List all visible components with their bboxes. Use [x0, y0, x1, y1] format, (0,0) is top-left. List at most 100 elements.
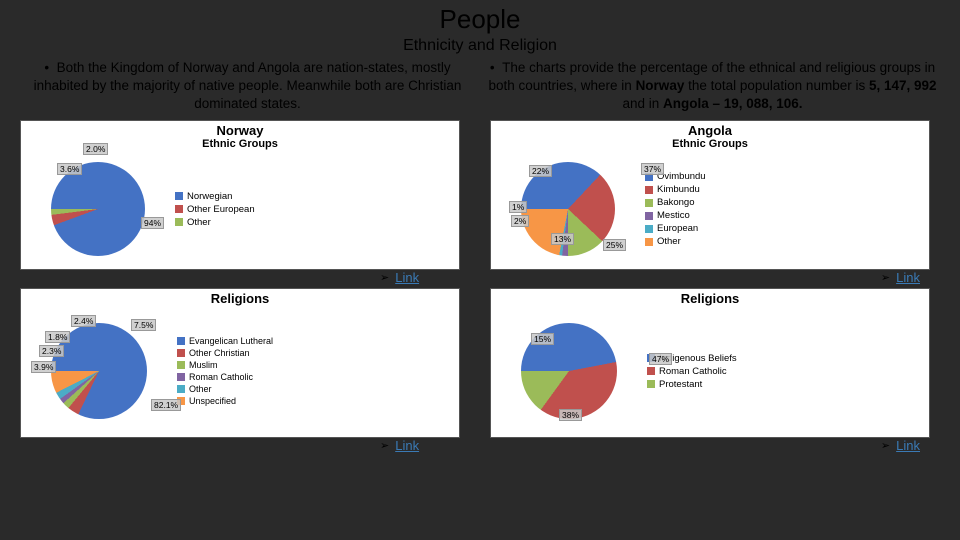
chart-body: Indigenous Beliefs Roman Catholic Protesta…: [491, 306, 929, 437]
arrow-icon: ➢: [881, 271, 890, 284]
legend-item: Protestant: [647, 379, 929, 390]
legend-label: Mestico: [657, 210, 690, 221]
legend-item: Roman Catholic: [647, 366, 929, 377]
chart-norway-ethnic: NorwayEthnic GroupsNorwegianOther Europe…: [20, 120, 460, 270]
legend-label: Other: [657, 236, 681, 247]
legend-label: Evangelican Lutheral: [189, 336, 273, 346]
data-label: 7.5%: [131, 319, 156, 331]
legend-label: Other: [187, 217, 211, 228]
legend-item: Other Christian: [177, 348, 459, 358]
chart-title: Angola: [491, 121, 929, 138]
bullets-row: • Both the Kingdom of Norway and Angola …: [0, 55, 960, 120]
legend-swatch-icon: [177, 349, 185, 357]
data-label: 25%: [603, 239, 626, 251]
legend-label: Norwegian: [187, 191, 232, 202]
legend-item: Other: [645, 236, 929, 247]
page-subtitle: Ethnicity and Religion: [0, 37, 960, 55]
bullet-right-bold-2: 5, 147, 992: [869, 78, 937, 93]
legend-swatch-icon: [177, 337, 185, 345]
legend-swatch-icon: [645, 238, 653, 246]
data-label: 2.4%: [71, 315, 96, 327]
data-label: 15%: [531, 333, 554, 345]
chart-angola-religion: Religions Indigenous Beliefs Roman Catholi…: [490, 288, 930, 438]
legend-item: Norwegian: [175, 191, 459, 202]
legend-label: Other Christian: [189, 348, 250, 358]
bullet-right: • The charts provide the percentage of t…: [485, 59, 940, 114]
legend-swatch-icon: [645, 199, 653, 207]
legend-item: Mestico: [645, 210, 929, 221]
legend-item: Muslim: [177, 360, 459, 370]
legend-item: Bakongo: [645, 197, 929, 208]
bullet-right-text-2: the total population number is: [684, 78, 869, 93]
bullet-right-text-3: and in: [622, 96, 663, 111]
legend-swatch-icon: [645, 225, 653, 233]
legend-item: European: [645, 223, 929, 234]
pie-wrap: [51, 162, 145, 256]
legend-label: Kimbundu: [657, 184, 700, 195]
bullet-right-bold-1: Norway: [636, 78, 685, 93]
legend: Norwegian Other European Other: [145, 189, 459, 230]
legend-label: Ovimbundu: [657, 171, 706, 182]
data-label: 3.6%: [57, 163, 82, 175]
link-2[interactable]: Link: [896, 270, 920, 285]
legend-item: Kimbundu: [645, 184, 929, 195]
link-3[interactable]: Link: [395, 438, 419, 453]
bullet-right-bold-3: Angola – 19, 088, 106.: [663, 96, 803, 111]
page-title: People: [0, 0, 960, 35]
arrow-icon: ➢: [380, 439, 389, 452]
legend-swatch-icon: [645, 212, 653, 220]
bullet-left-text: Both the Kingdom of Norway and Angola ar…: [34, 60, 462, 111]
data-label: 2.3%: [39, 345, 64, 357]
pie-chart: [51, 162, 145, 256]
legend-swatch-icon: [647, 380, 655, 388]
data-label: 94%: [141, 217, 164, 229]
legend-label: Bakongo: [657, 197, 695, 208]
legend-label: Protestant: [659, 379, 702, 390]
legend-label: Roman Catholic: [189, 372, 253, 382]
legend-swatch-icon: [177, 385, 185, 393]
legend-swatch-icon: [647, 367, 655, 375]
charts-grid: Norway Ethnic Groups Norwegian Other Europe…: [0, 120, 960, 456]
legend-label: Other European: [187, 204, 255, 215]
legend-swatch-icon: [175, 218, 183, 226]
chart-angola-ethnic: AngolaEthnic Groups Ovimbundu Kimbundu Bako…: [490, 120, 930, 270]
link-row-2-right: ➢ Link: [490, 438, 930, 453]
chart-title: Religions: [21, 289, 459, 306]
data-label: 13%: [551, 233, 574, 245]
legend-label: Muslim: [189, 360, 218, 370]
legend-label: Roman Catholic: [659, 366, 727, 377]
chart-title: Religions: [491, 289, 929, 306]
link-1[interactable]: Link: [395, 270, 419, 285]
chart-norway-religion: Religions Evangelican Lutheral Other Chris…: [20, 288, 460, 438]
legend-swatch-icon: [645, 186, 653, 194]
legend-item: Unspecified: [177, 396, 459, 406]
legend-item: Indigenous Beliefs: [647, 353, 929, 364]
data-label: 37%: [641, 163, 664, 175]
data-label: 2%: [511, 215, 529, 227]
data-label: 3.9%: [31, 361, 56, 373]
data-label: 38%: [559, 409, 582, 421]
chart-body: Ovimbundu Kimbundu Bakongo Mestico European O…: [491, 150, 929, 269]
chart-title: Norway: [21, 121, 459, 138]
legend-item: Roman Catholic: [177, 372, 459, 382]
data-label: 1%: [509, 201, 527, 213]
arrow-icon: ➢: [881, 439, 890, 452]
bullet-dot-icon: •: [44, 60, 56, 75]
link-row-2-left: ➢ Link: [20, 438, 460, 453]
legend-label: Other: [189, 384, 212, 394]
legend-item: Evangelican Lutheral: [177, 336, 459, 346]
legend-label: European: [657, 223, 698, 234]
data-label: 47%: [649, 353, 672, 365]
data-label: 1.8%: [45, 331, 70, 343]
arrow-icon: ➢: [380, 271, 389, 284]
bullet-left: • Both the Kingdom of Norway and Angola …: [20, 59, 475, 114]
slide: People Ethnicity and Religion • Both the…: [0, 0, 960, 540]
chart-subtitle: Ethnic Groups: [491, 138, 929, 150]
bullet-dot-icon: •: [490, 60, 502, 75]
link-4[interactable]: Link: [896, 438, 920, 453]
legend-swatch-icon: [177, 373, 185, 381]
legend-item: Other: [175, 217, 459, 228]
legend-item: Ovimbundu: [645, 171, 929, 182]
data-label: 2.0%: [83, 143, 108, 155]
legend-item: Other: [177, 384, 459, 394]
